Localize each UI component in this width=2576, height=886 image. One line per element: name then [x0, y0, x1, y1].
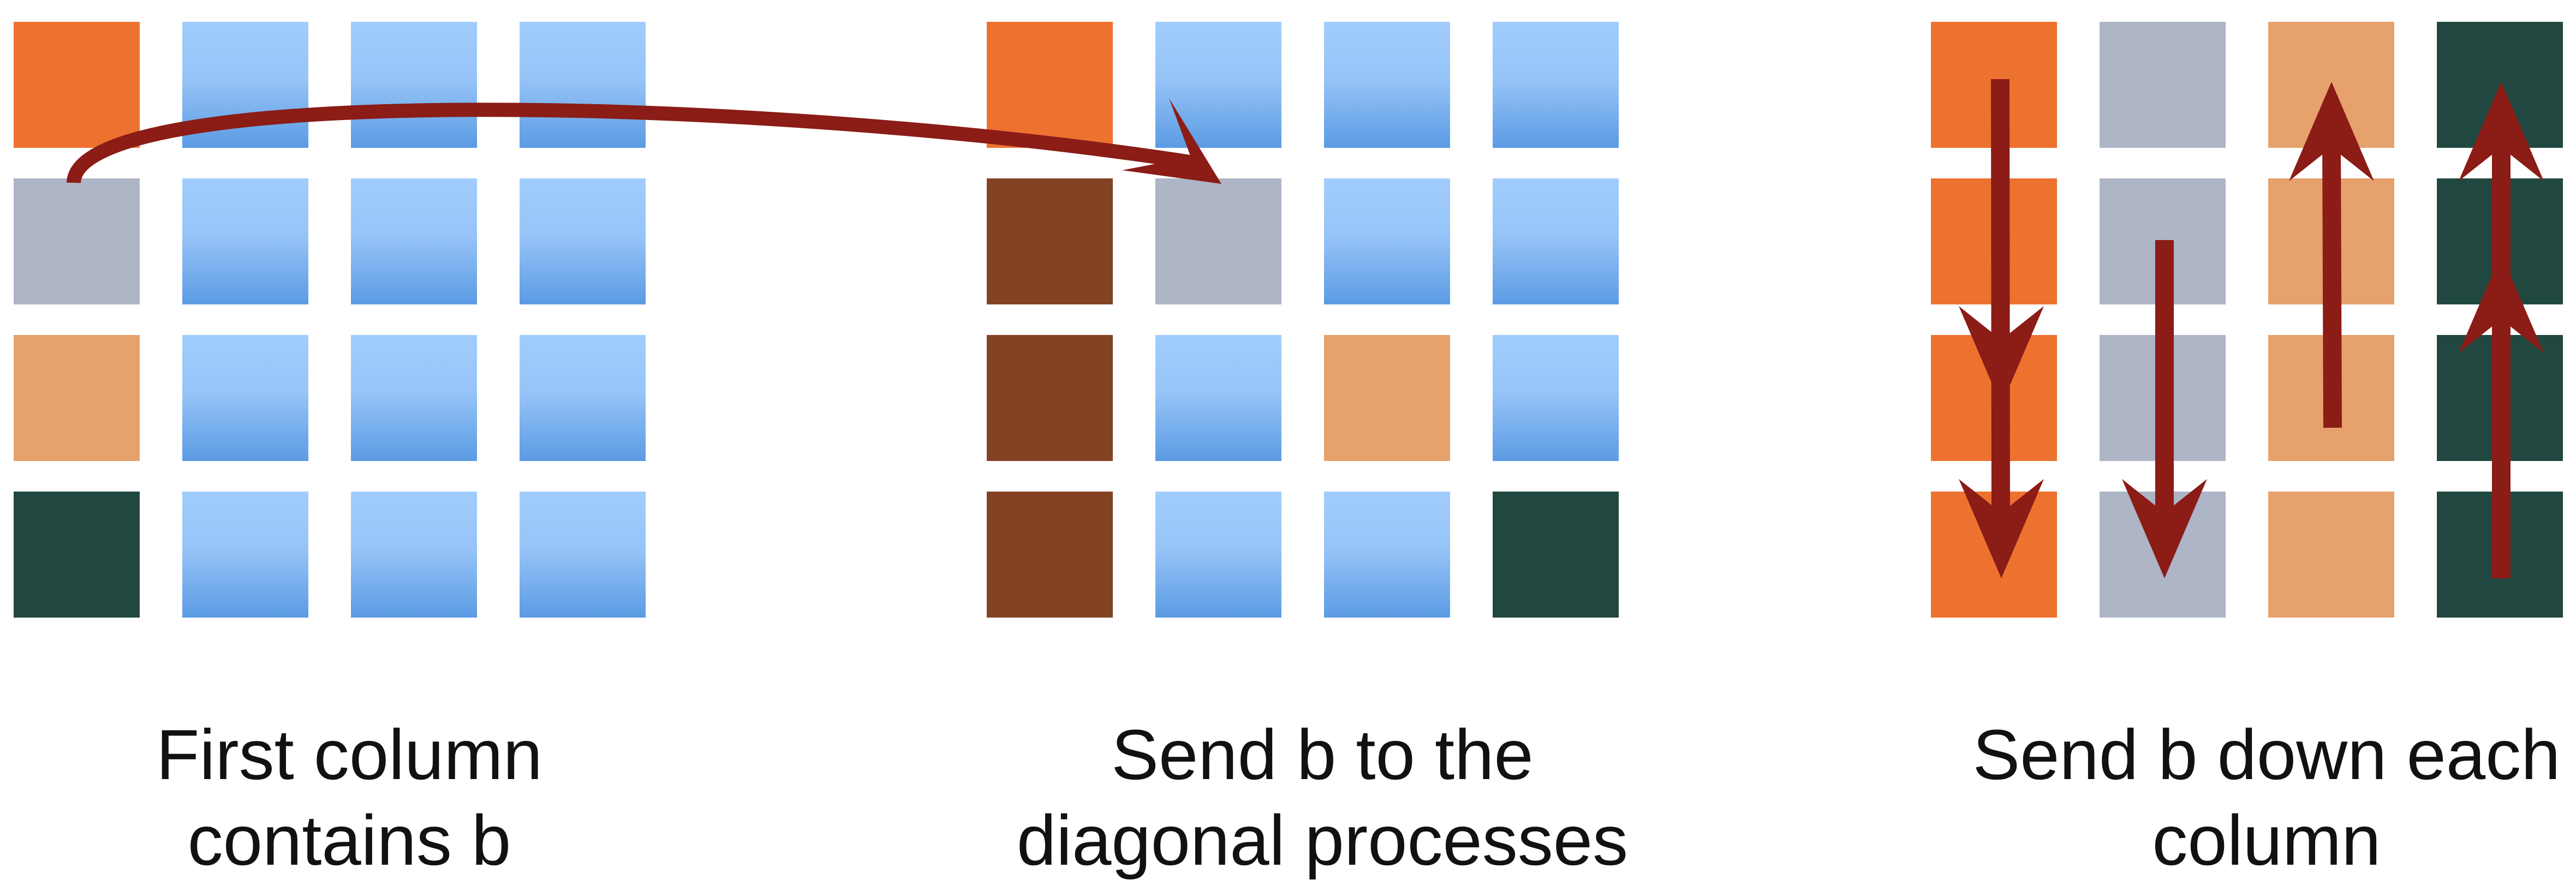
caption-panel-3-line-1: Send b down each — [1972, 715, 2561, 794]
process-cell-p3-r4-c3 — [2268, 492, 2394, 618]
process-cell-p1-r3-c3 — [351, 335, 477, 461]
process-cell-p1-r4-c4 — [520, 492, 646, 618]
column-2-arrow-head — [2122, 479, 2207, 578]
caption-panel-3: Send b down each column — [1939, 712, 2576, 883]
process-cell-p1-r2-c4 — [520, 178, 646, 304]
column-4-upper-arrow-head — [2459, 82, 2544, 181]
process-cell-p1-r1-c4 — [520, 22, 646, 148]
process-cell-p2-r4-c3 — [1324, 492, 1450, 618]
column-3-arrow-head — [2289, 82, 2374, 181]
process-cell-p2-r4-c4 — [1493, 492, 1619, 618]
process-cell-p1-r1-c3 — [351, 22, 477, 148]
process-cell-p1-r4-c3 — [351, 492, 477, 618]
arrows-layer — [67, 79, 2544, 578]
process-cell-p2-r4-c2 — [1155, 492, 1281, 618]
send-curved-arrow-line — [67, 103, 1202, 184]
caption-panel-1-line-2: contains b — [187, 800, 511, 880]
caption-panel-3-line-2: column — [2152, 800, 2381, 880]
column-4-lower-arrow-head — [2459, 254, 2544, 353]
caption-panel-2: Send b to the diagonal processes — [995, 712, 1650, 883]
caption-panel-1-line-1: First column — [156, 715, 542, 794]
process-cell-p2-r4-c1 — [987, 492, 1113, 618]
column-1-upper-arrow-head — [1959, 306, 2044, 405]
column-1-lower-arrow-head — [1959, 479, 2044, 578]
process-cell-p2-r2-c3 — [1324, 178, 1450, 304]
process-cell-p2-r3-c4 — [1493, 335, 1619, 461]
column-1-arrow-line — [1991, 79, 2010, 524]
process-cell-p3-r1-c2 — [2100, 22, 2226, 148]
process-cell-p1-r2-c1 — [14, 178, 140, 304]
process-cell-p2-r1-c2 — [1155, 22, 1281, 148]
process-cell-p2-r3-c2 — [1155, 335, 1281, 461]
caption-panel-2-line-1: Send b to the — [1111, 715, 1534, 794]
process-cell-p1-r3-c1 — [14, 335, 140, 461]
process-cell-p1-r1-c1 — [14, 22, 140, 148]
process-cell-p1-r3-c2 — [182, 335, 308, 461]
caption-panel-2-line-2: diagonal processes — [1016, 800, 1629, 880]
process-cell-p2-r3-c3 — [1324, 335, 1450, 461]
send-curved-arrow-head — [1122, 98, 1221, 184]
process-cell-p1-r4-c1 — [14, 492, 140, 618]
process-cell-p1-r3-c4 — [520, 335, 646, 461]
process-cell-p2-r1-c1 — [987, 22, 1113, 148]
process-cell-p2-r3-c1 — [987, 335, 1113, 461]
column-3-arrow-line — [2322, 136, 2342, 428]
process-cell-p2-r2-c1 — [987, 178, 1113, 304]
process-cell-p1-r4-c2 — [182, 492, 308, 618]
process-cell-p1-r2-c2 — [182, 178, 308, 304]
process-cell-p2-r1-c4 — [1493, 22, 1619, 148]
caption-panel-1: First column contains b — [22, 712, 677, 883]
process-cell-p1-r2-c3 — [351, 178, 477, 304]
process-cell-p2-r2-c2 — [1155, 178, 1281, 304]
process-cell-p2-r1-c3 — [1324, 22, 1450, 148]
process-cell-p2-r2-c4 — [1493, 178, 1619, 304]
